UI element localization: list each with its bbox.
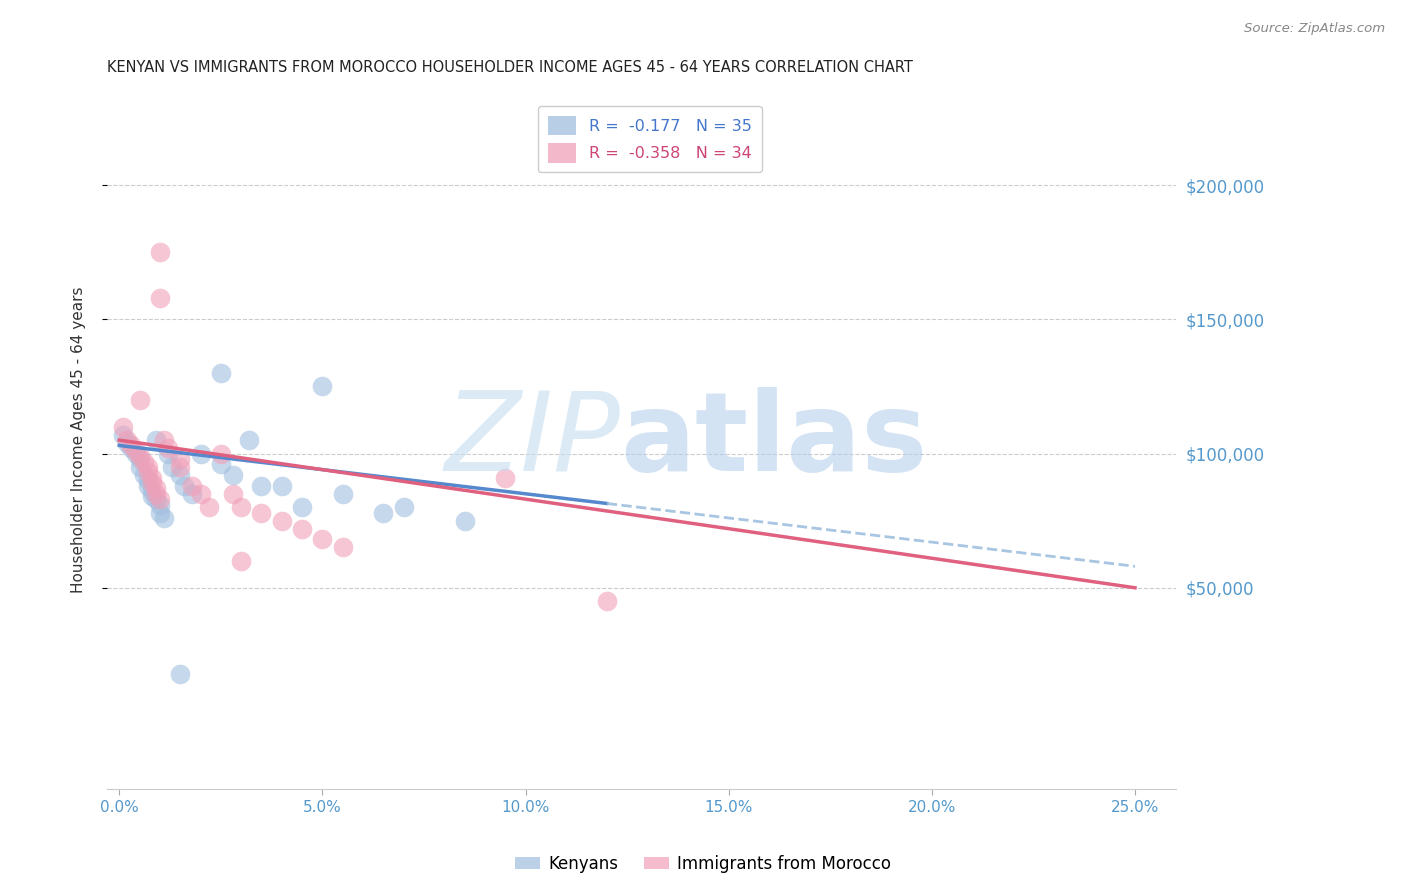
Point xyxy=(153,433,176,447)
Point xyxy=(141,490,163,504)
Point xyxy=(120,441,142,455)
Text: ZIP: ZIP xyxy=(444,386,620,493)
Point xyxy=(117,435,139,450)
Point xyxy=(149,498,172,512)
Point xyxy=(145,433,167,447)
Point xyxy=(145,482,167,496)
Point xyxy=(209,457,232,471)
Point xyxy=(136,474,159,488)
Point xyxy=(149,245,172,260)
Point xyxy=(209,366,232,380)
Point xyxy=(153,511,176,525)
Point xyxy=(124,443,146,458)
Point xyxy=(169,468,191,483)
Point xyxy=(169,666,191,681)
Point xyxy=(222,487,245,501)
Point xyxy=(136,465,159,479)
Point xyxy=(141,476,163,491)
Point xyxy=(270,514,292,528)
Point xyxy=(136,479,159,493)
Point xyxy=(596,594,619,608)
Point xyxy=(160,459,183,474)
Point xyxy=(128,459,150,474)
Point xyxy=(173,479,195,493)
Point xyxy=(209,446,232,460)
Point xyxy=(132,468,155,483)
Point xyxy=(169,451,191,466)
Legend: R =  -0.177   N = 35, R =  -0.358   N = 34: R = -0.177 N = 35, R = -0.358 N = 34 xyxy=(538,106,762,172)
Point xyxy=(145,492,167,507)
Point xyxy=(311,533,333,547)
Point xyxy=(128,392,150,407)
Point xyxy=(141,484,163,499)
Point xyxy=(250,506,273,520)
Point xyxy=(392,500,415,515)
Point xyxy=(181,479,204,493)
Point xyxy=(149,506,172,520)
Point xyxy=(128,449,150,463)
Point xyxy=(112,427,135,442)
Point xyxy=(311,379,333,393)
Point xyxy=(156,446,179,460)
Point xyxy=(494,471,516,485)
Legend: Kenyans, Immigrants from Morocco: Kenyans, Immigrants from Morocco xyxy=(509,848,897,880)
Point xyxy=(190,446,212,460)
Y-axis label: Householder Income Ages 45 - 64 years: Householder Income Ages 45 - 64 years xyxy=(72,287,86,593)
Point xyxy=(120,438,142,452)
Point xyxy=(291,522,314,536)
Point xyxy=(132,454,155,468)
Point xyxy=(117,433,139,447)
Text: atlas: atlas xyxy=(620,386,928,493)
Point xyxy=(149,492,172,507)
Point xyxy=(136,459,159,474)
Point xyxy=(222,468,245,483)
Point xyxy=(238,433,260,447)
Point xyxy=(231,500,253,515)
Point xyxy=(373,506,395,520)
Point xyxy=(169,459,191,474)
Point xyxy=(250,479,273,493)
Point xyxy=(156,441,179,455)
Point xyxy=(124,446,146,460)
Point xyxy=(141,471,163,485)
Text: KENYAN VS IMMIGRANTS FROM MOROCCO HOUSEHOLDER INCOME AGES 45 - 64 YEARS CORRELAT: KENYAN VS IMMIGRANTS FROM MOROCCO HOUSEH… xyxy=(107,60,912,75)
Point xyxy=(332,487,354,501)
Text: Source: ZipAtlas.com: Source: ZipAtlas.com xyxy=(1244,22,1385,36)
Point xyxy=(197,500,219,515)
Point xyxy=(190,487,212,501)
Point xyxy=(291,500,314,515)
Point xyxy=(145,487,167,501)
Point xyxy=(149,291,172,305)
Point xyxy=(453,514,475,528)
Point xyxy=(231,554,253,568)
Point xyxy=(112,419,135,434)
Point xyxy=(270,479,292,493)
Point xyxy=(128,451,150,466)
Point xyxy=(332,541,354,555)
Point xyxy=(181,487,204,501)
